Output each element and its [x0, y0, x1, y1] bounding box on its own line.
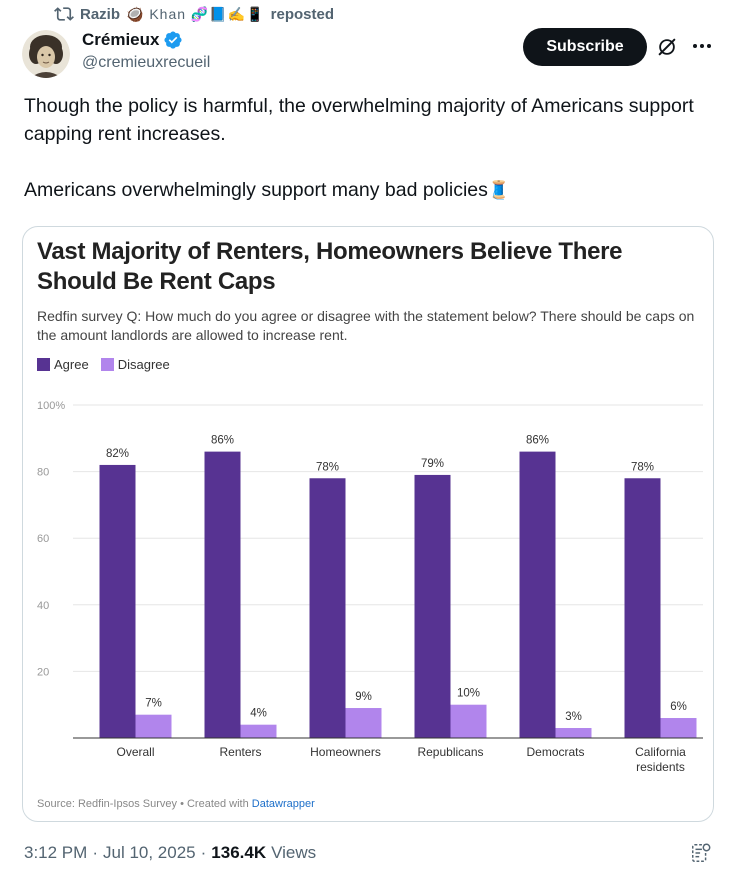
legend-label-disagree: Disagree — [117, 357, 170, 372]
legend-item-disagree: Disagree — [100, 357, 170, 372]
bar-disagree — [240, 724, 277, 738]
tweet-paragraph: Though the policy is harmful, the overwh… — [24, 95, 694, 145]
x-tick-label: Republicans — [417, 745, 483, 759]
grok-icon[interactable] — [656, 36, 678, 58]
bar-disagree — [555, 728, 592, 738]
tweet-paragraph-text: Americans overwhelmingly support many ba… — [24, 179, 488, 201]
x-tick-label: Overall — [116, 745, 154, 759]
chart-image-card[interactable]: Vast Majority of Renters, Homeowners Bel… — [22, 226, 714, 822]
author-display-name[interactable]: Crémieux — [82, 30, 160, 49]
avatar[interactable] — [22, 30, 70, 78]
analytics-icon[interactable] — [690, 842, 712, 864]
chart-title: Vast Majority of Renters, Homeowners Bel… — [37, 238, 623, 295]
tweet-time[interactable]: 3:12 PM — [24, 843, 88, 862]
data-label: 82% — [106, 448, 129, 460]
data-label: 7% — [145, 698, 162, 710]
bar-disagree — [345, 708, 382, 738]
bar-disagree — [135, 714, 172, 738]
tweet-date[interactable]: Jul 10, 2025 — [102, 843, 196, 862]
bar-disagree — [660, 718, 697, 738]
bar-agree — [99, 464, 136, 738]
x-tick-label: California — [635, 745, 686, 759]
thread-emoji: 🧵 — [487, 180, 511, 200]
data-label: 10% — [457, 688, 480, 700]
legend-swatch-disagree — [100, 358, 114, 371]
meta-separator: · — [92, 843, 98, 862]
x-tick-label: Democrats — [526, 745, 584, 759]
chart-source-text: Source: Redfin-Ipsos Survey • Created wi… — [37, 798, 252, 810]
verified-badge-icon[interactable] — [163, 30, 183, 50]
bar-agree — [624, 478, 661, 738]
tweet-text: Though the policy is harmful, the overwh… — [24, 92, 714, 204]
x-tick-label: Renters — [219, 745, 261, 759]
data-label: 4% — [250, 708, 267, 720]
bar-agree — [204, 451, 241, 738]
more-options-icon[interactable] — [690, 34, 714, 58]
y-tick-label: 100% — [37, 400, 65, 412]
author-handle[interactable]: @cremieuxrecueil — [82, 54, 211, 71]
views-label: Views — [271, 843, 317, 862]
chart-subtitle: Redfin survey Q: How much do you agree o… — [37, 308, 695, 343]
bar-agree — [309, 478, 346, 738]
y-tick-label: 20 — [37, 666, 49, 678]
bar-agree — [519, 451, 556, 738]
chart-source: Source: Redfin-Ipsos Survey • Created wi… — [37, 798, 315, 810]
data-label: 86% — [211, 435, 234, 447]
datawrapper-link[interactable]: Datawrapper — [251, 798, 315, 810]
legend-item-agree: Agree — [37, 357, 89, 372]
repost-icon — [54, 7, 74, 21]
bar-agree — [414, 474, 451, 738]
data-label: 78% — [316, 461, 339, 473]
reposter-name-emoji[interactable]: 🥥 Khan 🧬📘✍️📱 — [126, 5, 265, 22]
bar-disagree — [450, 704, 487, 738]
data-label: 9% — [355, 691, 372, 703]
legend-swatch-agree — [37, 358, 50, 371]
y-tick-label: 40 — [37, 600, 49, 612]
data-label: 6% — [670, 701, 687, 713]
x-tick-label: residents — [636, 760, 685, 774]
data-label: 78% — [631, 461, 654, 473]
chart-legend: Agree Disagree — [37, 357, 170, 372]
repost-header[interactable]: Razib 🥥 Khan 🧬📘✍️📱 reposted — [54, 4, 334, 24]
data-label: 79% — [421, 458, 444, 470]
tweet-meta: 3:12 PM · Jul 10, 2025 · 136.4K Views — [24, 843, 316, 863]
repost-label: reposted — [270, 5, 335, 23]
subscribe-button[interactable]: Subscribe — [523, 28, 647, 66]
data-label: 3% — [565, 711, 582, 723]
y-tick-label: 60 — [37, 533, 49, 545]
data-label: 86% — [526, 435, 549, 447]
bar-chart: 100% 80 60 40 20 82% 7% Overall 86% 4% Renters 78% 9… — [37, 400, 703, 774]
y-tick-label: 80 — [37, 467, 49, 479]
tweet-paragraph: Americans overwhelmingly support many ba… — [24, 176, 714, 204]
legend-label-agree: Agree — [54, 357, 89, 372]
reposter-name[interactable]: Razib — [80, 5, 121, 23]
views-count: 136.4K — [211, 843, 267, 862]
meta-separator: · — [200, 843, 207, 862]
author-name-row[interactable]: Crémieux — [82, 30, 183, 50]
x-tick-label: Homeowners — [310, 745, 381, 759]
